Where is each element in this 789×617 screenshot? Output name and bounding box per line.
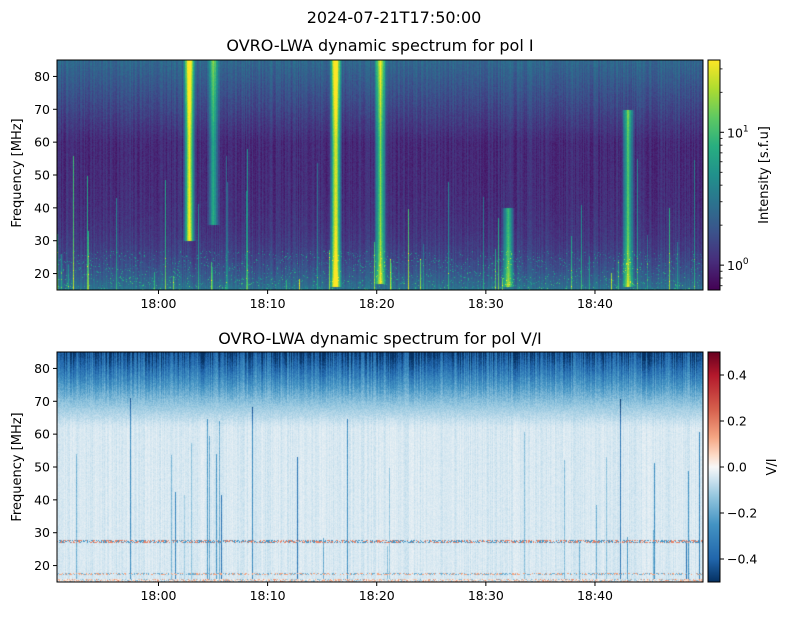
x-tick-label: 18:00 (140, 588, 176, 603)
y-tick-label: 60 (34, 135, 50, 150)
y-tick-label: 50 (34, 460, 50, 475)
y-tick-label: 70 (34, 102, 50, 117)
x-tick-label: 18:20 (359, 296, 395, 311)
x-tick-label: 18:00 (140, 296, 176, 311)
panel-vi-heatmap (56, 351, 704, 583)
y-tick-label: 60 (34, 427, 50, 442)
panel-vi-colorbar-label: V/I (765, 458, 780, 475)
y-tick-label: 30 (34, 233, 50, 248)
y-tick-label: 80 (34, 361, 50, 376)
colorbar-tick-label: 101 (727, 124, 749, 140)
x-tick-label: 18:10 (250, 588, 286, 603)
colorbar-tick-label: 0.0 (727, 460, 747, 475)
x-tick-label: 18:40 (577, 588, 613, 603)
y-tick-label: 30 (34, 525, 50, 540)
panel-i-colorbar (707, 59, 721, 291)
panel-i-axes: 18:00 18:10 18:20 18:30 18:40 20 30 40 50 60 70 80 (34, 69, 613, 311)
y-tick-label: 70 (34, 394, 50, 409)
panel-i-heatmap (56, 59, 704, 291)
y-tick-label: 50 (34, 168, 50, 183)
panel-vi-title: OVRO-LWA dynamic spectrum for pol V/I (218, 329, 542, 348)
panel-vi-colorbar-ticks: 0.4 0.2 0.0 −0.2 −0.4 (720, 368, 757, 567)
panel-i-ylabel: Frequency [MHz] (10, 118, 25, 227)
colorbar-tick-label: −0.4 (727, 552, 757, 567)
panel-vi-ylabel: Frequency [MHz] (10, 412, 25, 521)
panel-i-colorbar-ticks: 100 101 (720, 68, 749, 287)
panel-i-title: OVRO-LWA dynamic spectrum for pol I (226, 36, 533, 55)
colorbar-tick-label: 100 (727, 257, 749, 273)
y-tick-label: 80 (34, 69, 50, 84)
colorbar-tick-label: −0.2 (727, 506, 757, 521)
y-tick-label: 20 (34, 266, 50, 281)
x-tick-label: 18:20 (359, 588, 395, 603)
y-tick-label: 20 (34, 558, 50, 573)
x-tick-label: 18:30 (468, 296, 504, 311)
panel-vi-colorbar (707, 351, 721, 583)
panel-i-colorbar-label: Intensity [s.f.u] (757, 126, 772, 224)
x-tick-label: 18:30 (468, 588, 504, 603)
y-tick-label: 40 (34, 492, 50, 507)
colorbar-tick-label: 0.4 (727, 368, 747, 383)
figure-suptitle: 2024-07-21T17:50:00 (307, 8, 482, 27)
panel-vi-axes: 18:00 18:10 18:20 18:30 18:40 20 30 40 50 60 70 80 (34, 361, 613, 603)
x-tick-label: 18:40 (577, 296, 613, 311)
colorbar-tick-label: 0.2 (727, 414, 747, 429)
y-tick-label: 40 (34, 200, 50, 215)
x-tick-label: 18:10 (250, 296, 286, 311)
